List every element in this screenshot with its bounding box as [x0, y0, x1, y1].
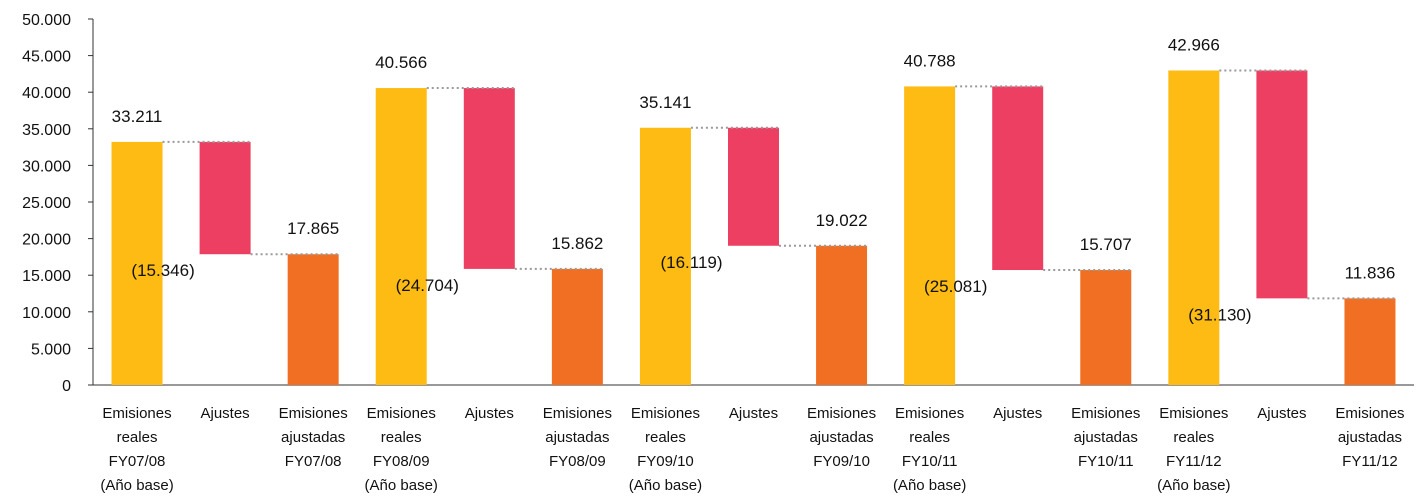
bar-emisiones-ajustadas — [287, 254, 339, 385]
bar-emisiones-reales — [111, 141, 163, 385]
data-label: 17.865 — [287, 219, 339, 238]
y-tick-label: 30.000 — [22, 158, 71, 175]
x-category-label: Ajustes — [1257, 405, 1306, 422]
x-category-label: Emisiones — [543, 405, 612, 422]
x-category-label: (Año base) — [629, 477, 702, 494]
x-category-label: reales — [909, 429, 950, 446]
x-category-label: ajustadas — [281, 429, 345, 446]
bar-ajustes — [992, 86, 1044, 271]
y-tick-label: 40.000 — [22, 85, 71, 102]
y-tick-label: 50.000 — [22, 12, 71, 29]
bar-emisiones-ajustadas — [551, 268, 603, 385]
x-category-label: FY09/10 — [637, 453, 694, 470]
x-category-label: (Año base) — [100, 477, 173, 494]
bar-ajustes — [1256, 70, 1308, 299]
x-category-label: reales — [381, 429, 422, 446]
x-category-label: Ajustes — [993, 405, 1042, 422]
bar-ajustes — [728, 127, 779, 246]
data-label: 11.836 — [1345, 263, 1396, 282]
data-label: (15.346) — [131, 261, 194, 280]
x-category-label: FY07/08 — [109, 453, 166, 470]
data-label: (16.119) — [660, 253, 722, 272]
x-category-label: Emisiones — [1159, 405, 1228, 422]
bar-emisiones-ajustadas — [1344, 298, 1396, 385]
y-tick-label: 15.000 — [22, 268, 71, 285]
x-category-label: ajustadas — [545, 429, 609, 446]
data-label: 15.862 — [551, 234, 603, 253]
y-tick-label: 0 — [62, 378, 71, 395]
bar-ajustes — [463, 88, 515, 269]
x-category-label: Emisiones — [807, 405, 876, 422]
data-label: (31.130) — [1188, 305, 1251, 324]
x-category-label: FY11/12 — [1342, 453, 1398, 470]
x-category-label: ajustadas — [1338, 429, 1402, 446]
bar-emisiones-reales — [639, 127, 691, 385]
data-label: 33.211 — [112, 107, 163, 126]
data-label: 15.707 — [1080, 235, 1132, 254]
bar-emisiones-ajustadas — [1080, 270, 1132, 385]
y-tick-label: 45.000 — [22, 49, 71, 66]
bar-emisiones-reales — [375, 88, 427, 385]
x-category-label: Emisiones — [1335, 405, 1404, 422]
x-category-label: ajustadas — [809, 429, 873, 446]
x-category-label: FY09/10 — [813, 453, 870, 470]
x-category-label: Emisiones — [631, 405, 700, 422]
x-category-label: Ajustes — [200, 405, 249, 422]
data-label: 35.141 — [639, 93, 691, 112]
x-category-label: reales — [1173, 429, 1214, 446]
x-category-label: Emisiones — [102, 405, 171, 422]
x-category-label: FY08/09 — [549, 453, 606, 470]
data-label: 42.966 — [1168, 35, 1220, 54]
x-category-label: reales — [117, 429, 158, 446]
y-tick-label: 35.000 — [22, 122, 71, 139]
data-label: 40.566 — [375, 53, 427, 72]
bar-emisiones-reales — [1168, 70, 1220, 385]
x-category-label: Emisiones — [367, 405, 436, 422]
data-label: 40.788 — [904, 51, 956, 70]
x-category-label: Emisiones — [1071, 405, 1140, 422]
data-label: (25.081) — [924, 277, 987, 296]
x-category-label: ajustadas — [1074, 429, 1138, 446]
x-category-label: FY07/08 — [285, 453, 342, 470]
x-category-label: (Año base) — [1157, 477, 1230, 494]
x-category-label: Ajustes — [465, 405, 514, 422]
y-tick-label: 10.000 — [22, 305, 71, 322]
x-category-label: (Año base) — [893, 477, 966, 494]
y-tick-label: 20.000 — [22, 232, 71, 249]
x-category-label: Emisiones — [279, 405, 348, 422]
x-category-label: FY10/11 — [1078, 453, 1134, 470]
x-category-label: (Año base) — [365, 477, 438, 494]
y-tick-label: 25.000 — [22, 195, 71, 212]
x-category-label: FY11/12 — [1166, 453, 1222, 470]
x-category-label: Ajustes — [729, 405, 778, 422]
bar-emisiones-ajustadas — [816, 245, 868, 385]
x-category-label: FY08/09 — [373, 453, 430, 470]
data-label: (24.704) — [396, 276, 459, 295]
y-tick-label: 5.000 — [31, 341, 71, 358]
x-category-label: Emisiones — [895, 405, 964, 422]
bar-ajustes — [199, 141, 251, 255]
data-label: 19.022 — [816, 211, 868, 230]
x-category-label: FY10/11 — [902, 453, 958, 470]
x-category-label: reales — [645, 429, 686, 446]
bar-emisiones-reales — [904, 86, 956, 386]
